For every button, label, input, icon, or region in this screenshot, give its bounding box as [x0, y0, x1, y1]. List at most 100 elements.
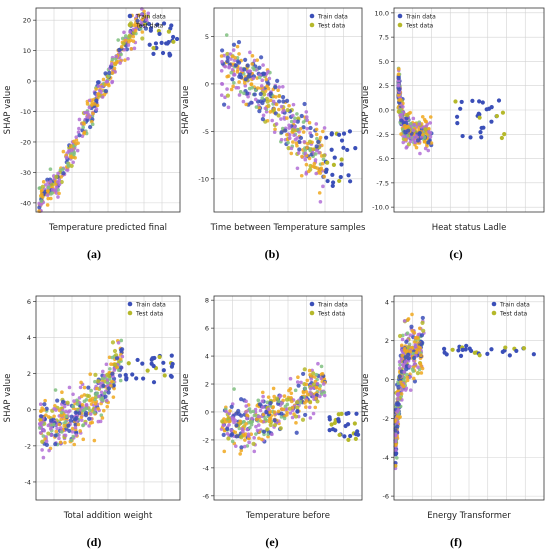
data-point [314, 171, 318, 176]
data-point [38, 430, 43, 435]
axes-frame [213, 295, 363, 501]
data-point [405, 113, 410, 118]
data-point [242, 91, 246, 96]
data-point [339, 157, 344, 162]
data-point [396, 397, 400, 401]
data-point [77, 126, 81, 131]
data-point [76, 130, 81, 135]
data-point [97, 394, 101, 399]
data-point [74, 135, 79, 139]
data-point [116, 38, 120, 42]
data-point [95, 391, 100, 395]
data-point [96, 379, 101, 384]
data-point [69, 144, 73, 148]
data-point [49, 418, 54, 423]
data-point [276, 88, 280, 93]
data-point [68, 155, 73, 159]
data-point [54, 174, 59, 179]
data-point [79, 394, 84, 399]
data-point [257, 75, 262, 80]
data-point [269, 98, 273, 103]
data-point [304, 110, 309, 114]
data-point [470, 98, 475, 104]
data-point [229, 87, 234, 92]
data-point [304, 405, 308, 409]
data-point [397, 374, 402, 379]
data-point [133, 28, 138, 33]
data-point [140, 30, 145, 34]
data-point [233, 430, 238, 435]
data-point [100, 84, 104, 89]
data-point [280, 407, 284, 412]
data-point [146, 11, 151, 16]
data-point [304, 390, 309, 394]
data-point [348, 179, 353, 184]
data-point [264, 409, 269, 415]
data-point [289, 395, 293, 400]
data-point [144, 17, 149, 22]
data-point [419, 353, 423, 358]
data-point [301, 125, 306, 130]
data-point [296, 151, 301, 155]
data-point [116, 368, 121, 372]
data-point [79, 380, 83, 385]
data-point [286, 140, 290, 145]
data-point [244, 410, 248, 414]
data-point [239, 448, 244, 453]
legend-entry: Test data [317, 22, 346, 29]
data-point [276, 399, 281, 404]
data-point [73, 430, 79, 435]
data-point [74, 138, 79, 142]
data-point [67, 428, 72, 434]
data-point [301, 371, 306, 377]
data-point [110, 71, 115, 75]
data-point [398, 113, 402, 117]
data-point [103, 394, 108, 399]
data-point [119, 338, 124, 343]
data-point [72, 399, 76, 403]
y-tick-label: -20 [20, 138, 31, 146]
data-point [155, 22, 160, 27]
y-axis-label: SHAP value [3, 86, 13, 135]
data-point [260, 399, 265, 403]
data-point [407, 364, 412, 369]
data-point [94, 107, 99, 111]
data-point [52, 414, 56, 419]
data-point [302, 101, 307, 107]
data-point [266, 407, 271, 411]
data-point [404, 386, 409, 391]
data-point [250, 86, 254, 90]
data-point [63, 433, 68, 438]
data-point [105, 372, 110, 377]
data-point [393, 433, 398, 438]
data-point [286, 146, 291, 151]
y-tick-label: -40 [20, 199, 31, 207]
data-point [232, 73, 236, 77]
data-point [74, 142, 78, 146]
data-point [281, 398, 285, 403]
data-point [289, 151, 294, 156]
data-point [318, 171, 323, 175]
data-point [239, 397, 244, 402]
data-point [319, 167, 323, 172]
data-point [71, 434, 75, 439]
data-point [231, 416, 235, 420]
data-point [44, 439, 49, 444]
data-point [244, 399, 248, 404]
y-tick-label: -2.5 [376, 131, 389, 139]
data-point [161, 21, 167, 26]
data-point [420, 132, 425, 137]
data-point [396, 83, 401, 87]
data-point [246, 94, 250, 99]
data-point [427, 126, 431, 131]
data-point [89, 388, 93, 393]
data-point [127, 33, 132, 38]
data-point [219, 54, 224, 58]
data-point [458, 106, 463, 111]
data-point [399, 132, 403, 136]
data-point [39, 414, 44, 419]
data-point [402, 378, 406, 382]
data-point [322, 174, 327, 179]
data-point [64, 409, 68, 414]
data-point [292, 133, 296, 138]
